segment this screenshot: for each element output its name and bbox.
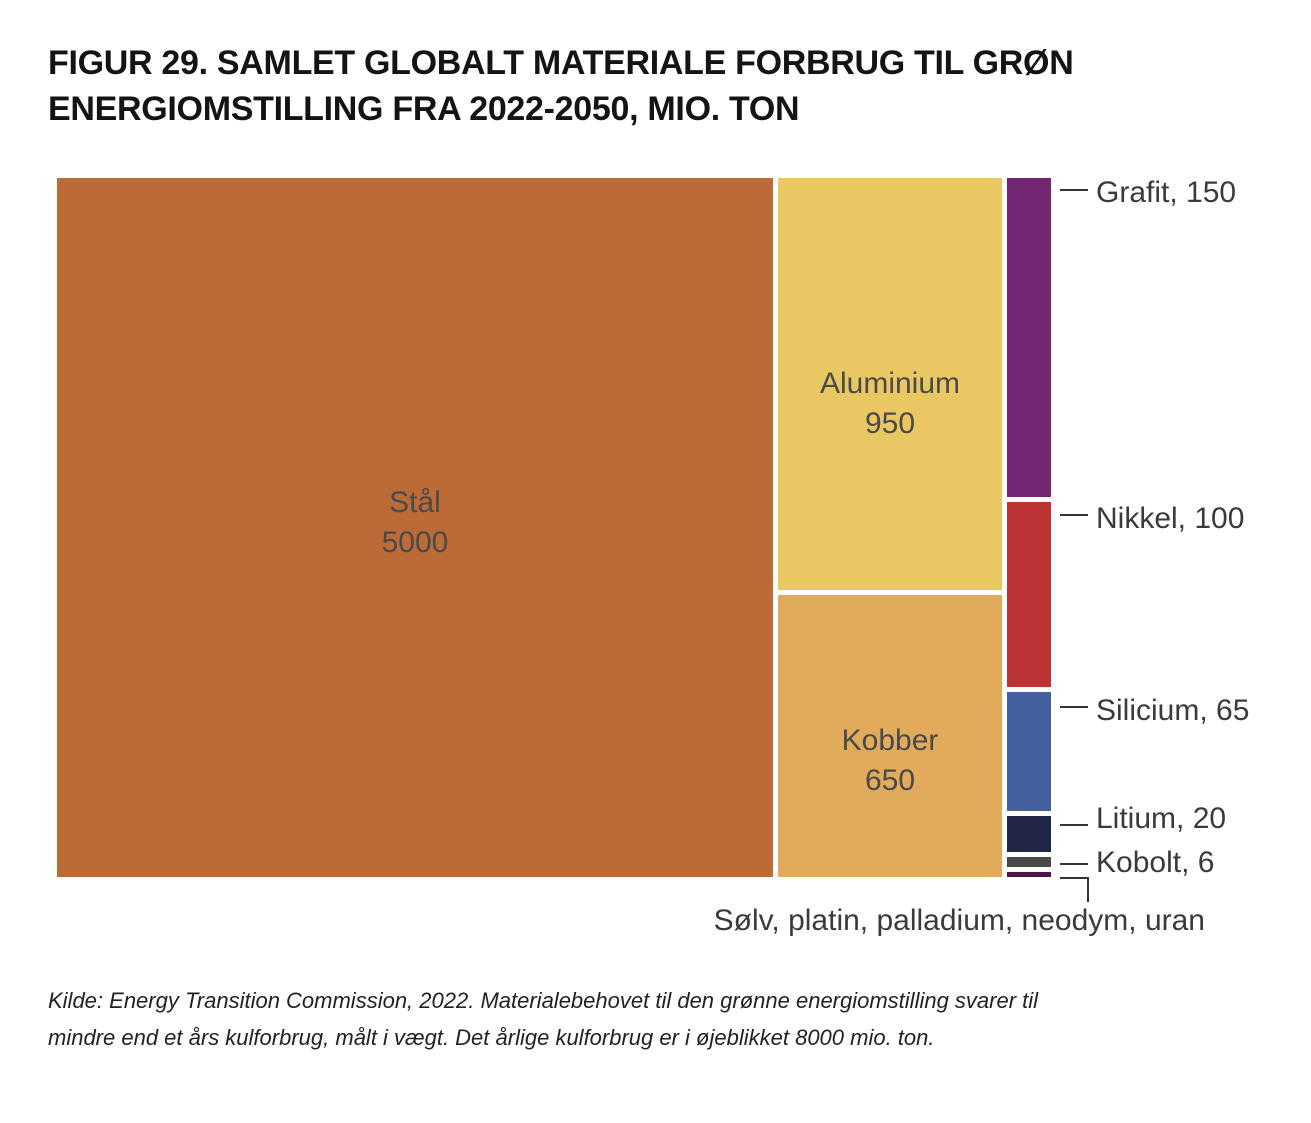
tile-label-aluminium-name: Aluminium [820,367,960,400]
leader-line-rest [1060,877,1089,902]
label-rest: Sølv, platin, palladium, neodym, uran [714,904,1205,937]
tile-label-kobber-value: 650 [865,764,915,797]
tile-stal [57,178,773,877]
tile-silicium [1007,692,1051,811]
tile-label-stal-name: Stål [389,486,441,519]
label-grafit: Grafit, 150 [1096,176,1236,209]
label-nikkel: Nikkel, 100 [1096,502,1244,535]
tile-label-kobber-name: Kobber [842,724,939,757]
chart-title: FIGUR 29. SAMLET GLOBALT MATERIALE FORBR… [48,40,1248,132]
tile-aluminium [778,178,1002,590]
tile-grafit [1007,178,1051,497]
label-kobolt: Kobolt, 6 [1096,846,1214,879]
source-note: Kilde: Energy Transition Commission, 202… [48,988,1039,1050]
chart-title-line-2: ENERGIOMSTILLING FRA 2022-2050, MIO. TON [48,90,800,128]
tile-litium [1007,816,1051,852]
tile-label-aluminium-value: 950 [865,407,915,440]
tile-solv-platin-palladium-neodym-uran [1007,872,1051,877]
tile-label-stal-value: 5000 [382,526,449,559]
chart-title-line-1: FIGUR 29. SAMLET GLOBALT MATERIALE FORBR… [48,44,1074,82]
tile-kobber [778,595,1002,877]
label-litium: Litium, 20 [1096,802,1226,835]
tile-nikkel [1007,502,1051,687]
label-silicium: Silicium, 65 [1096,694,1249,727]
tile-kobolt [1007,857,1051,867]
